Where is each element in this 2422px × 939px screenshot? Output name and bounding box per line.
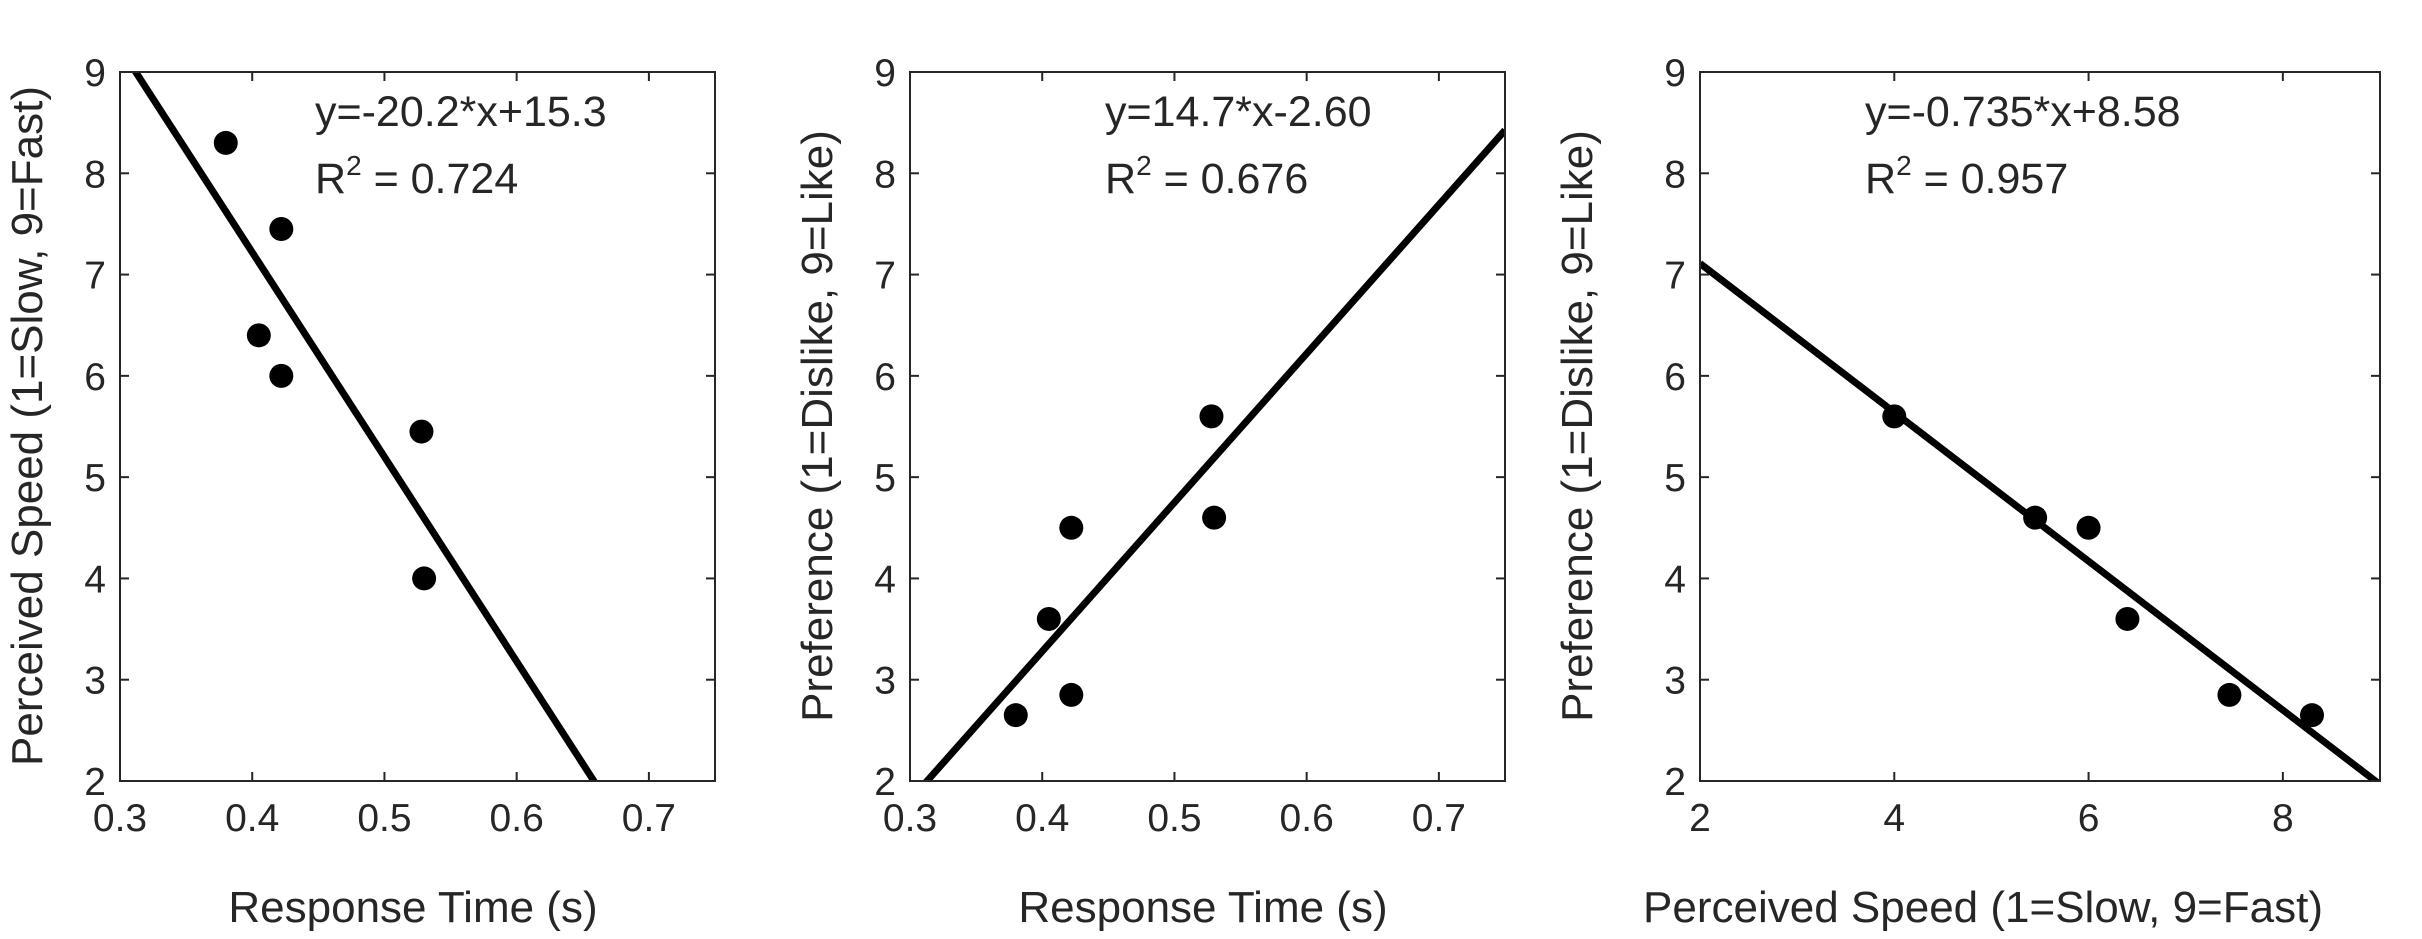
r-squared-label: R2 = 0.957 [1865,150,2068,203]
plot-frame [1699,71,2381,782]
y-axis-label: Preference (1=Dislike, 9=Like) [793,130,842,722]
x-tick-label: 0.3 [93,797,147,840]
y-tick-label: 9 [874,52,896,95]
data-point [1199,404,1224,429]
x-tick-label: 0.6 [1280,797,1334,840]
data-point [269,363,294,388]
y-tick-label: 6 [874,356,896,399]
r-squared-exponent: 2 [346,150,362,181]
y-axis-label: Preference (1=Dislike, 9=Like) [1553,130,1602,722]
x-tick-label: 8 [2272,797,2294,840]
r-squared-label: R2 = 0.676 [1105,150,1308,203]
r-squared-exponent: 2 [1896,150,1912,181]
r-squared-value: = 0.676 [1152,155,1309,203]
x-tick-label: 0.7 [1412,797,1466,840]
y-tick-label: 5 [84,457,106,500]
r-squared-label: R2 = 0.724 [315,150,518,203]
data-point [2023,505,2048,530]
data-point [1882,404,1907,429]
panel-response-time-vs-perceived-speed: y=-20.2*x+15.3 R2 = 0.724 Response Time … [3,52,716,932]
r-squared-symbol: R [1865,155,1896,203]
data-point [1059,515,1084,540]
y-tick-label: 5 [874,457,896,500]
x-tick-label: 0.3 [883,797,937,840]
data-point [1003,703,1028,728]
y-tick-label: 7 [84,255,106,298]
x-axis-label: Response Time (s) [1018,883,1387,932]
y-tick-label: 6 [84,356,106,399]
equation-label: y=-20.2*x+15.3 [315,88,607,136]
panel-perceived-speed-vs-preference: y=-0.735*x+8.58 R2 = 0.957 Perceived Spe… [1553,52,2381,932]
y-tick-label: 9 [84,52,106,95]
y-tick-label: 9 [1664,52,1686,95]
r-squared-value: = 0.724 [362,155,519,203]
x-tick-label: 0.4 [225,797,279,840]
equation-label: y=-0.735*x+8.58 [1865,88,2181,136]
regression-line [922,127,1505,781]
x-tick-label: 0.7 [622,797,676,840]
x-tick-label: 6 [2078,797,2100,840]
y-tick-label: 5 [1664,457,1686,500]
data-point [2076,515,2101,540]
data-point [2115,606,2140,631]
data-point [269,216,294,241]
data-point [1059,682,1084,707]
data-point [2217,682,2242,707]
plot-frame [909,71,1506,782]
data-point [409,419,434,444]
x-tick-label: 0.6 [490,797,544,840]
data-point [1036,606,1061,631]
data-point [412,566,437,591]
r-squared-symbol: R [1105,155,1136,203]
y-tick-label: 8 [874,153,896,196]
y-tick-label: 3 [84,660,106,703]
plot-frame [119,71,716,782]
x-tick-label: 2 [1689,797,1711,840]
panel-response-time-vs-preference: y=14.7*x-2.60 R2 = 0.676 Response Time (… [793,52,1506,932]
y-tick-label: 4 [1664,558,1686,601]
y-tick-label: 2 [84,761,106,804]
y-tick-label: 8 [84,153,106,196]
y-tick-label: 7 [1664,255,1686,298]
x-tick-label: 0.4 [1015,797,1069,840]
y-tick-label: 4 [874,558,896,601]
y-tick-label: 4 [84,558,106,601]
data-point [246,323,271,348]
y-tick-label: 6 [1664,356,1686,399]
equation-label: y=14.7*x-2.60 [1105,88,1372,136]
y-tick-label: 2 [874,761,896,804]
y-tick-label: 3 [1664,660,1686,703]
data-point [213,130,238,155]
x-tick-label: 4 [1883,797,1905,840]
x-axis-label: Response Time (s) [228,883,597,932]
y-tick-label: 2 [1664,761,1686,804]
y-axis-label: Perceived Speed (1=Slow, 9=Fast) [3,86,52,766]
data-point [2300,703,2324,728]
y-tick-label: 7 [874,255,896,298]
y-tick-label: 8 [1664,153,1686,196]
x-axis-label: Perceived Speed (1=Slow, 9=Fast) [1643,883,2323,932]
r-squared-exponent: 2 [1136,150,1152,181]
data-point [1202,505,1227,530]
regression-line [131,72,599,781]
y-tick-label: 3 [874,660,896,703]
r-squared-symbol: R [315,155,346,203]
x-tick-label: 0.5 [357,797,411,840]
r-squared-value: = 0.957 [1912,155,2069,203]
x-tick-label: 0.5 [1147,797,1201,840]
